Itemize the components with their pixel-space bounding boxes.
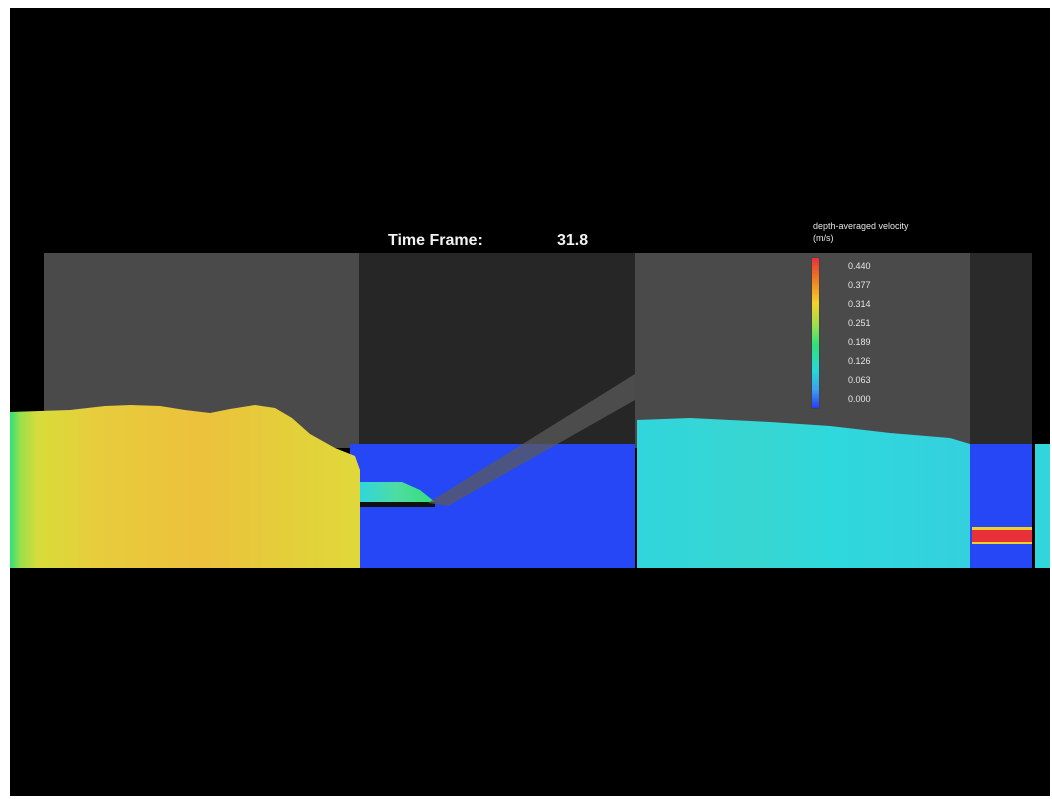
flow-left (10, 405, 360, 568)
legend-tick: 0.189 (848, 337, 871, 347)
flow-jet (360, 482, 435, 506)
panel-far-right (970, 253, 1032, 448)
legend-tick: 0.377 (848, 280, 871, 290)
panel-right (635, 253, 970, 448)
legend-tick: 0.440 (848, 261, 871, 271)
flow-gate-edge (972, 527, 1032, 530)
channel-divider (360, 502, 435, 507)
flow-gate-edge-bottom (972, 542, 1032, 544)
flow-visualization (10, 253, 1050, 568)
simulation-viewport: Time Frame: 31.8 depth-averaged velocity… (10, 8, 1050, 796)
time-frame-label: Time Frame: (388, 232, 483, 249)
legend-tick: 0.126 (848, 356, 871, 366)
legend-color-bar (811, 257, 820, 409)
legend-tick: 0.251 (848, 318, 871, 328)
legend-tick: 0.000 (848, 394, 871, 404)
legend-unit: (m/s) (813, 233, 834, 243)
legend-tick: 0.063 (848, 375, 871, 385)
diagonal-beam (428, 374, 635, 506)
time-frame-value: 31.8 (557, 232, 589, 249)
legend-tick: 0.314 (848, 299, 871, 309)
legend-title: depth-averaged velocity (813, 221, 909, 231)
flow-far-right-strip (1035, 444, 1050, 568)
flow-right (637, 418, 970, 568)
flow-gate-jet (972, 530, 1032, 542)
flow-far-right-bottom (975, 544, 1032, 568)
